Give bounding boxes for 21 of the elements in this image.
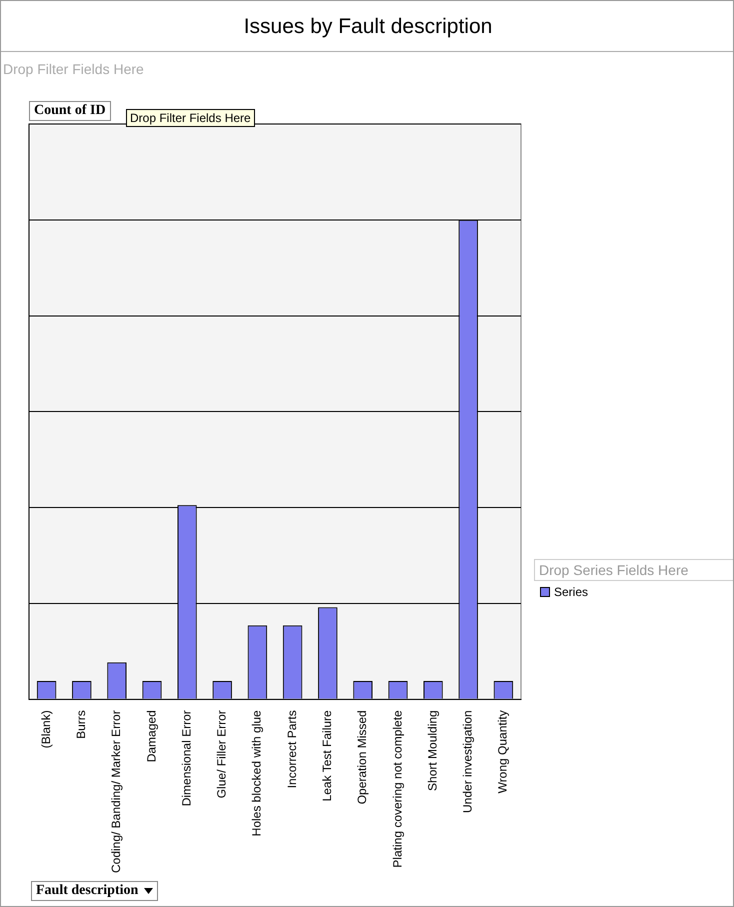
x-tick-label: Leak Test Failure [320, 710, 334, 802]
x-tick-label: Coding/ Banding/ Marker Error [109, 710, 124, 874]
x-axis-title: Fault description [36, 883, 138, 899]
x-tick-label: Plating covering not complete [390, 710, 404, 868]
x-tick-label: Burrs [74, 710, 88, 739]
legend-label: Series [554, 585, 588, 599]
x-tick-label: Glue/ Filler Error [214, 710, 229, 798]
x-tick-label: (Blank) [38, 710, 53, 748]
x-tick-label: Incorrect Parts [284, 710, 299, 788]
x-tick-label: Holes blocked with glue [250, 710, 264, 836]
text: Drop Filter Fields Here [3, 61, 144, 77]
x-tick-label: Wrong Quantity [496, 710, 510, 794]
text: Drop Filter Fields Here [126, 109, 255, 127]
x-tick-label: Damaged [144, 710, 158, 762]
x-tick-label: Short Moulding [425, 710, 440, 791]
x-tick-label: Under investigation [460, 710, 475, 813]
legend-title: Drop Series Fields Here [534, 559, 734, 581]
x-tick-label: Operation Missed [355, 710, 370, 804]
x-tick-label: Dimensional Error [179, 710, 194, 806]
text: Count of ID [29, 101, 111, 121]
chart-title: Issues by Fault description [242, 15, 494, 39]
